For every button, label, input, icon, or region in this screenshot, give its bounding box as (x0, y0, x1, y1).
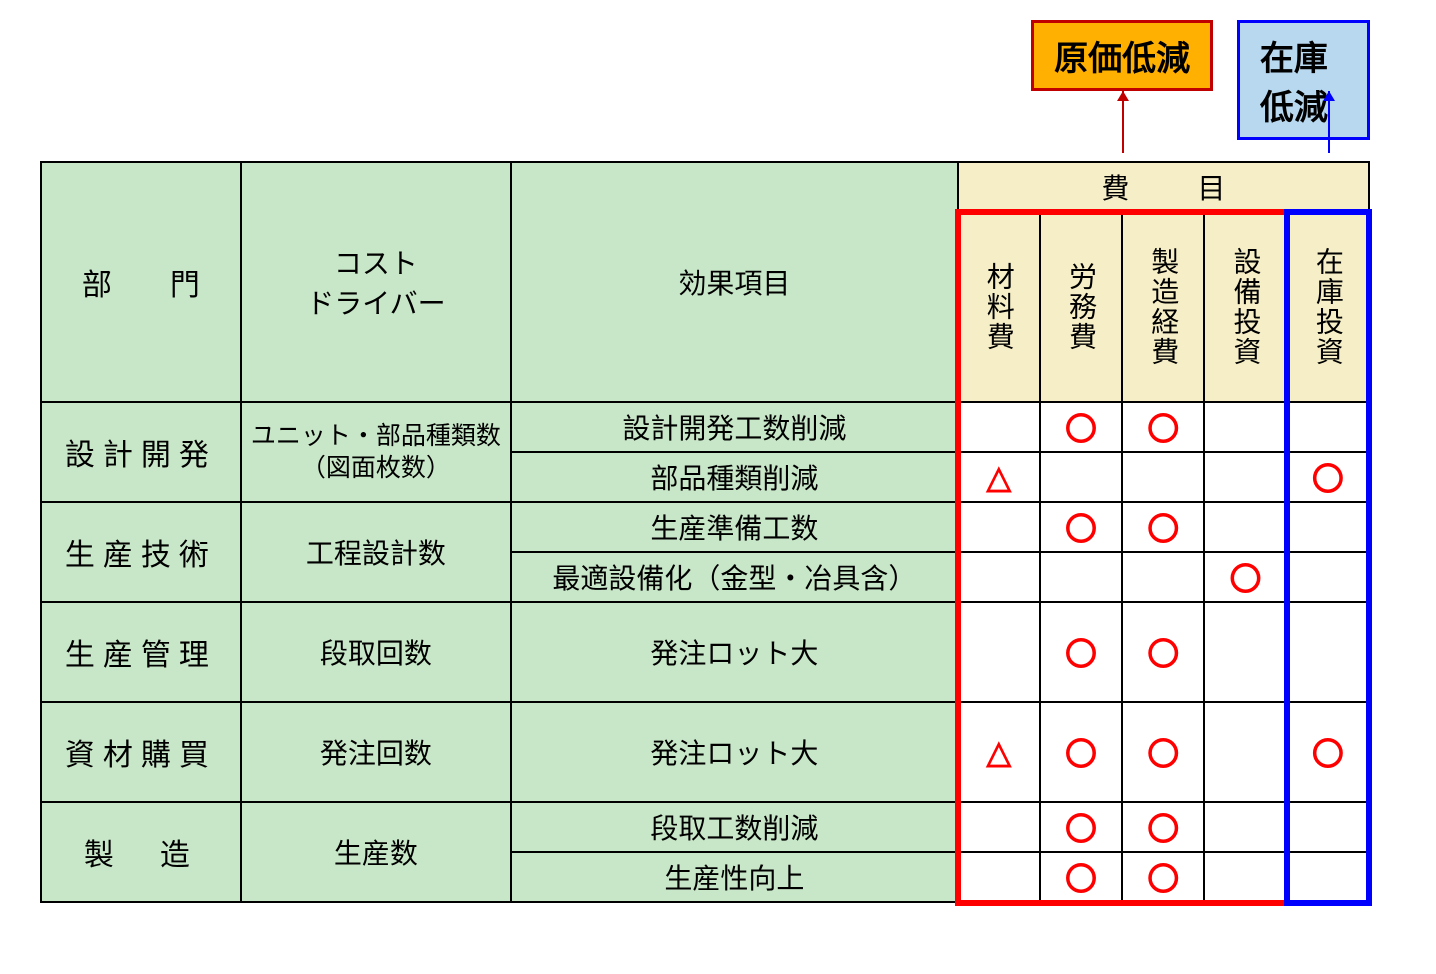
cell-mark (1204, 502, 1286, 552)
cell-dept: 資材購買 (41, 702, 241, 802)
cell-effect: 生産準備工数 (511, 502, 958, 552)
cell-dept: 製 造 (41, 802, 241, 902)
cell-mark: 〇 (1122, 702, 1204, 802)
cell-mark: 〇 (1040, 502, 1122, 552)
table-row: 生産技術 工程設計数 生産準備工数 〇 〇 (41, 502, 1369, 552)
cell-mark (1287, 502, 1369, 552)
th-cost-driver: コスト ドライバー (241, 162, 511, 402)
cell-mark (958, 602, 1040, 702)
cell-mark (1287, 552, 1369, 602)
cell-effect: 設計開発工数削減 (511, 402, 958, 452)
cell-mark (1122, 452, 1204, 502)
cell-mark (1204, 852, 1286, 902)
cell-mark: 〇 (1122, 602, 1204, 702)
cell-mark (958, 552, 1040, 602)
cell-mark: △ (958, 452, 1040, 502)
th-manufacturing-cost: 製造経費 (1122, 212, 1204, 402)
cell-effect: 発注ロット大 (511, 602, 958, 702)
cell-mark: △ (958, 702, 1040, 802)
cell-mark: 〇 (1204, 552, 1286, 602)
th-effect-item: 効果項目 (511, 162, 958, 402)
cell-mark (1287, 402, 1369, 452)
cell-driver: 工程設計数 (241, 502, 511, 602)
cell-effect: 部品種類削減 (511, 452, 958, 502)
cell-mark (1204, 402, 1286, 452)
cell-mark: 〇 (1122, 402, 1204, 452)
th-inventory-investment: 在庫投資 (1287, 212, 1369, 402)
cost-driver-table: 部 門 コスト ドライバー 効果項目 費 目 材料費 労務費 製造経費 設備投資… (40, 161, 1370, 903)
arrow-blue-icon (1328, 91, 1330, 153)
table-row: 生産管理 段取回数 発注ロット大 〇 〇 (41, 602, 1369, 702)
cell-mark (1287, 802, 1369, 852)
table-row: 資材購買 発注回数 発注ロット大 △ 〇 〇 〇 (41, 702, 1369, 802)
cell-mark: 〇 (1040, 802, 1122, 852)
cell-mark: 〇 (1122, 502, 1204, 552)
cell-driver: 発注回数 (241, 702, 511, 802)
cell-driver: 生産数 (241, 802, 511, 902)
cell-effect: 発注ロット大 (511, 702, 958, 802)
callout-cost-reduction: 原価低減 (1031, 20, 1213, 91)
th-department: 部 門 (41, 162, 241, 402)
cell-mark (1204, 802, 1286, 852)
cell-mark: 〇 (1040, 852, 1122, 902)
cell-mark (1040, 452, 1122, 502)
cell-mark: 〇 (1040, 702, 1122, 802)
table-row: 製 造 生産数 段取工数削減 〇 〇 (41, 802, 1369, 852)
cell-dept: 生産技術 (41, 502, 241, 602)
cell-effect: 生産性向上 (511, 852, 958, 902)
table-row: 設計開発 ユニット・部品種類数 （図面枚数） 設計開発工数削減 〇 〇 (41, 402, 1369, 452)
cell-mark (1204, 702, 1286, 802)
cell-mark: 〇 (1287, 702, 1369, 802)
cell-mark (958, 852, 1040, 902)
cell-dept: 生産管理 (41, 602, 241, 702)
cell-mark: 〇 (1040, 602, 1122, 702)
cell-effect: 最適設備化（金型・冶具含） (511, 552, 958, 602)
cell-mark (1204, 452, 1286, 502)
cell-driver: 段取回数 (241, 602, 511, 702)
cell-mark (1287, 852, 1369, 902)
cell-mark: 〇 (1287, 452, 1369, 502)
callout-row: 原価低減 在庫低減 (40, 20, 1370, 91)
arrow-red-icon (1122, 91, 1124, 153)
cell-driver: ユニット・部品種類数 （図面枚数） (241, 402, 511, 502)
cell-mark (958, 502, 1040, 552)
cell-effect: 段取工数削減 (511, 802, 958, 852)
cell-mark (1204, 602, 1286, 702)
th-equipment-investment: 設備投資 (1204, 212, 1286, 402)
cell-mark (1122, 552, 1204, 602)
th-labor-cost: 労務費 (1040, 212, 1122, 402)
cell-mark: 〇 (1122, 852, 1204, 902)
cell-mark (958, 802, 1040, 852)
table-body: 設計開発 ユニット・部品種類数 （図面枚数） 設計開発工数削減 〇 〇 部品種類… (41, 402, 1369, 902)
cell-mark: 〇 (1122, 802, 1204, 852)
cell-dept: 設計開発 (41, 402, 241, 502)
cell-mark: 〇 (1040, 402, 1122, 452)
th-expense-group: 費 目 (958, 162, 1369, 212)
th-material-cost: 材料費 (958, 212, 1040, 402)
cell-mark (1287, 602, 1369, 702)
cell-mark (1040, 552, 1122, 602)
cell-mark (958, 402, 1040, 452)
arrow-container (40, 111, 1370, 161)
diagram-container: 原価低減 在庫低減 部 門 コスト ドライバー 効果項目 費 目 材料費 労務費… (40, 20, 1370, 903)
